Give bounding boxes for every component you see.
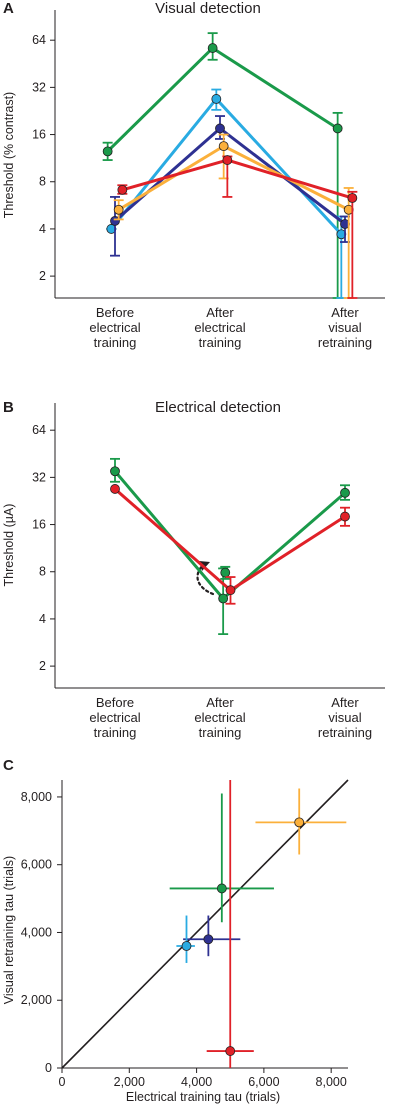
- data-point: [225, 585, 236, 596]
- data-point: [211, 94, 222, 104]
- data-point: [340, 487, 350, 498]
- data-point: [222, 155, 233, 165]
- series-line: [110, 97, 343, 236]
- category-label-line: training: [199, 335, 242, 350]
- category-label: After electrical training: [194, 695, 245, 740]
- panel-a-letter: A: [3, 0, 14, 17]
- panel-a-y-label: Threshold (% contrast): [2, 92, 16, 218]
- category-label-line: After: [206, 695, 234, 710]
- panel-c-letter: C: [3, 757, 14, 774]
- y-tick-label: 16: [32, 128, 46, 142]
- identity-line: [61, 779, 349, 1069]
- category-label-line: retraining: [318, 335, 372, 350]
- data-point: [340, 511, 350, 522]
- y-tick-label: 16: [32, 518, 46, 532]
- panel-a-title: Visual detection: [155, 0, 261, 17]
- y-tick-label: 4,000: [21, 925, 52, 939]
- panel-b-letter: B: [3, 399, 14, 416]
- data-point: [216, 883, 227, 894]
- category-label-line: electrical: [89, 710, 140, 725]
- category-label-line: Before: [96, 305, 134, 320]
- y-tick-label: 32: [32, 80, 46, 94]
- series-line: [114, 126, 346, 226]
- y-tick-label: 2,000: [21, 993, 52, 1007]
- data-point: [332, 123, 343, 134]
- y-tick-label: 2: [39, 269, 46, 283]
- data-point: [225, 1046, 236, 1056]
- panel-b-title: Electrical detection: [155, 399, 281, 416]
- category-label: After visual retraining: [318, 305, 372, 350]
- category-label: Before electrical training: [89, 305, 140, 350]
- data-point: [110, 466, 120, 477]
- panel-c-x-label: Electrical training tau (trials): [126, 1090, 280, 1104]
- series-line: [106, 46, 339, 153]
- y-tick-label: 4: [39, 612, 46, 626]
- category-label-line: electrical: [89, 320, 140, 335]
- x-tick-label: 0: [59, 1075, 66, 1089]
- category-label: After visual retraining: [318, 695, 372, 740]
- series-line: [114, 487, 346, 592]
- panel-b: B Electrical detection Threshold (µA) 2 4…: [2, 399, 385, 740]
- data-point: [117, 184, 128, 195]
- data-point: [215, 123, 225, 134]
- category-label: After electrical training: [194, 305, 245, 350]
- y-tick-label: 4: [39, 222, 46, 236]
- category-label-line: retraining: [318, 725, 372, 740]
- category-label-line: After: [331, 695, 359, 710]
- data-point: [181, 941, 192, 951]
- y-tick-label: 6,000: [21, 858, 52, 872]
- panel-c-y-label: Visual retraining tau (trials): [2, 856, 16, 1004]
- category-label-line: Before: [96, 695, 134, 710]
- data-point: [218, 141, 229, 152]
- y-tick-label: 32: [32, 470, 46, 484]
- y-tick-label: 8,000: [21, 790, 52, 804]
- panel-b-plot-area: [110, 457, 350, 636]
- x-tick-label: 8,000: [316, 1075, 347, 1089]
- data-point: [218, 593, 229, 604]
- data-point: [113, 204, 124, 215]
- dotted-arrow-path: [196, 564, 215, 596]
- panel-c: C Electrical training tau (trials) Visua…: [2, 757, 349, 1104]
- x-tick-label: 2,000: [114, 1075, 145, 1089]
- category-label-line: training: [199, 725, 242, 740]
- y-tick-label: 0: [45, 1061, 52, 1075]
- panel-c-plot-area: [61, 779, 349, 1069]
- panel-b-y-label: Threshold (µA): [2, 504, 16, 587]
- panel-a-plot-area: [102, 32, 358, 299]
- data-point: [220, 567, 231, 578]
- y-tick-label: 64: [32, 33, 46, 47]
- category-label-line: training: [94, 335, 137, 350]
- y-tick-label: 8: [39, 175, 46, 189]
- category-label-line: After: [206, 305, 234, 320]
- panel-c-ticks: 00 2,000 2,000 4,000 4,000 6,000 6,000 8,000 8,0…: [21, 790, 347, 1089]
- category-label-line: electrical: [194, 710, 245, 725]
- category-label: Before electrical training: [89, 695, 140, 740]
- category-label-line: electrical: [194, 320, 245, 335]
- data-point: [102, 146, 113, 157]
- panel-a-y-ticks: 2 4 8 16 32 64: [32, 33, 55, 283]
- category-label-line: After: [331, 305, 359, 320]
- x-tick-label: 4,000: [181, 1075, 212, 1089]
- category-label-line: training: [94, 725, 137, 740]
- data-point: [110, 484, 120, 494]
- series-line: [121, 158, 353, 200]
- panel-b-y-ticks: 2 4 8 16 32 64: [32, 423, 55, 673]
- y-tick-label: 2: [39, 659, 46, 673]
- y-tick-label: 64: [32, 423, 46, 437]
- category-label-line: visual: [328, 710, 361, 725]
- panel-a: A Visual detection Threshold (% contrast…: [2, 0, 385, 350]
- y-tick-label: 8: [39, 565, 46, 579]
- category-label-line: visual: [328, 320, 361, 335]
- x-tick-label: 6,000: [248, 1075, 279, 1089]
- data-point: [203, 934, 214, 945]
- data-point: [207, 43, 218, 53]
- data-point: [347, 193, 358, 203]
- data-point: [294, 817, 305, 828]
